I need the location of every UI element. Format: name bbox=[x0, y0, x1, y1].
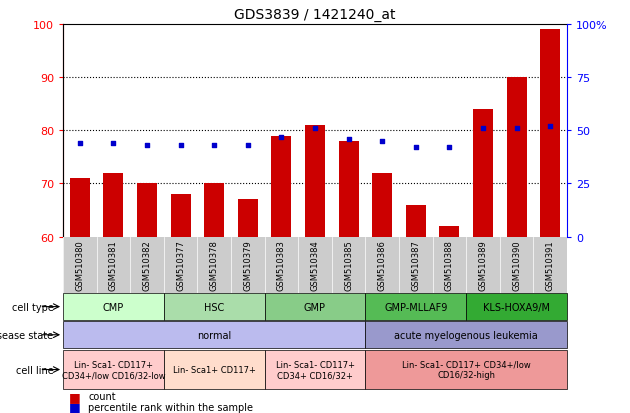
Bar bbox=[406, 205, 426, 237]
Point bbox=[310, 126, 320, 132]
Text: ■: ■ bbox=[69, 390, 81, 403]
Point bbox=[243, 142, 253, 149]
Point bbox=[512, 126, 522, 132]
Text: Lin- Sca1- CD117+
CD34+/low CD16/32-low: Lin- Sca1- CD117+ CD34+/low CD16/32-low bbox=[62, 360, 165, 379]
Text: GSM510390: GSM510390 bbox=[512, 240, 521, 290]
Bar bbox=[70, 179, 90, 237]
Text: GSM510385: GSM510385 bbox=[344, 240, 353, 290]
Bar bbox=[265, 350, 365, 389]
Text: acute myelogenous leukemia: acute myelogenous leukemia bbox=[394, 330, 538, 340]
Bar bbox=[204, 184, 224, 237]
Bar bbox=[103, 173, 123, 237]
Text: cell type: cell type bbox=[12, 302, 54, 312]
Bar bbox=[466, 293, 567, 320]
Bar bbox=[305, 126, 325, 237]
Bar bbox=[238, 200, 258, 237]
Bar bbox=[439, 226, 459, 237]
Text: GSM510384: GSM510384 bbox=[311, 240, 319, 290]
Text: GSM510386: GSM510386 bbox=[378, 240, 387, 291]
Bar bbox=[137, 184, 157, 237]
Text: GMP-MLLAF9: GMP-MLLAF9 bbox=[384, 302, 447, 312]
Bar bbox=[365, 350, 567, 389]
Point bbox=[545, 123, 555, 130]
Bar bbox=[63, 321, 365, 349]
Bar bbox=[164, 293, 265, 320]
Bar bbox=[265, 293, 365, 320]
Point bbox=[176, 142, 186, 149]
Point bbox=[411, 145, 421, 151]
Text: GSM510381: GSM510381 bbox=[109, 240, 118, 290]
Text: GSM510391: GSM510391 bbox=[546, 240, 554, 290]
Text: HSC: HSC bbox=[204, 302, 224, 312]
Bar bbox=[540, 30, 560, 237]
Text: CMP: CMP bbox=[103, 302, 124, 312]
Text: GSM510382: GSM510382 bbox=[142, 240, 151, 290]
Text: GSM510388: GSM510388 bbox=[445, 240, 454, 291]
Bar bbox=[164, 350, 265, 389]
Point bbox=[277, 134, 287, 140]
Point bbox=[343, 136, 353, 143]
Text: GSM510379: GSM510379 bbox=[243, 240, 252, 290]
Bar bbox=[63, 293, 164, 320]
Text: percentile rank within the sample: percentile rank within the sample bbox=[88, 402, 253, 412]
Text: KLS-HOXA9/M: KLS-HOXA9/M bbox=[483, 302, 550, 312]
Text: GSM510387: GSM510387 bbox=[411, 240, 420, 291]
Text: GMP: GMP bbox=[304, 302, 326, 312]
Point bbox=[142, 142, 152, 149]
Text: count: count bbox=[88, 392, 116, 401]
Point bbox=[108, 140, 118, 147]
Bar bbox=[372, 173, 392, 237]
Title: GDS3839 / 1421240_at: GDS3839 / 1421240_at bbox=[234, 8, 396, 22]
Text: GSM510380: GSM510380 bbox=[76, 240, 84, 290]
Text: cell line: cell line bbox=[16, 365, 54, 375]
Text: GSM510378: GSM510378 bbox=[210, 240, 219, 291]
Bar bbox=[272, 136, 292, 237]
Point bbox=[478, 126, 488, 132]
Bar bbox=[365, 321, 567, 349]
Bar bbox=[171, 195, 191, 237]
Bar bbox=[473, 110, 493, 237]
Point bbox=[444, 145, 454, 151]
Text: GSM510377: GSM510377 bbox=[176, 240, 185, 291]
Bar bbox=[338, 142, 358, 237]
Point bbox=[209, 142, 219, 149]
Text: GSM510383: GSM510383 bbox=[277, 240, 286, 291]
Text: Lin- Sca1- CD117+ CD34+/low
CD16/32-high: Lin- Sca1- CD117+ CD34+/low CD16/32-high bbox=[402, 360, 530, 379]
Text: Lin- Sca1+ CD117+: Lin- Sca1+ CD117+ bbox=[173, 365, 256, 374]
Point bbox=[75, 140, 85, 147]
Text: GSM510389: GSM510389 bbox=[479, 240, 488, 290]
Text: disease state: disease state bbox=[0, 330, 54, 340]
Text: ■: ■ bbox=[69, 400, 81, 413]
Text: normal: normal bbox=[197, 330, 231, 340]
Bar bbox=[63, 350, 164, 389]
Text: Lin- Sca1- CD117+
CD34+ CD16/32+: Lin- Sca1- CD117+ CD34+ CD16/32+ bbox=[275, 360, 355, 379]
Point bbox=[377, 138, 387, 145]
Bar bbox=[365, 293, 466, 320]
Bar bbox=[507, 78, 527, 237]
